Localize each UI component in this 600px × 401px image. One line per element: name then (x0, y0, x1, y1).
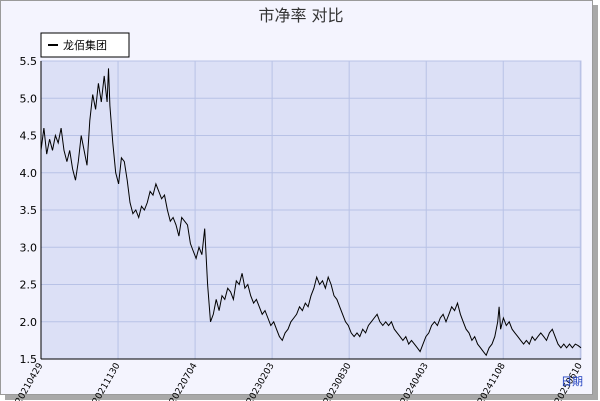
x-tick-label: 20220704 (168, 361, 200, 401)
x-tick-label: 20230203 (245, 362, 277, 401)
chart-title: 市净率 对比 (258, 6, 343, 25)
x-tick-label: 20211130 (91, 361, 123, 401)
x-axis: 20210429 20211130 20220704 20230203 20230830… (14, 359, 585, 401)
y-tick-label: 3.5 (20, 204, 38, 217)
y-tick-label: 2.5 (20, 279, 38, 292)
x-tick-label: 20210429 (14, 361, 46, 401)
y-tick-label: 2.0 (20, 316, 38, 329)
y-tick-label: 5.0 (20, 92, 38, 105)
y-tick-label: 5.5 (20, 55, 38, 68)
x-axis-label: 日期 (561, 375, 583, 388)
x-tick-label: 20230830 (322, 361, 354, 401)
x-tick-label: 20240403 (399, 362, 431, 401)
y-tick-label: 4.0 (20, 167, 38, 180)
legend-item-label: 龙佰集团 (63, 38, 107, 52)
x-tick-label: 20241108 (476, 361, 508, 401)
y-axis: 1.52.02.53.03.54.04.55.05.5 (20, 55, 42, 366)
y-tick-label: 4.5 (20, 130, 38, 143)
y-tick-label: 3.0 (20, 241, 38, 254)
legend: 龙佰集团 (41, 33, 132, 60)
